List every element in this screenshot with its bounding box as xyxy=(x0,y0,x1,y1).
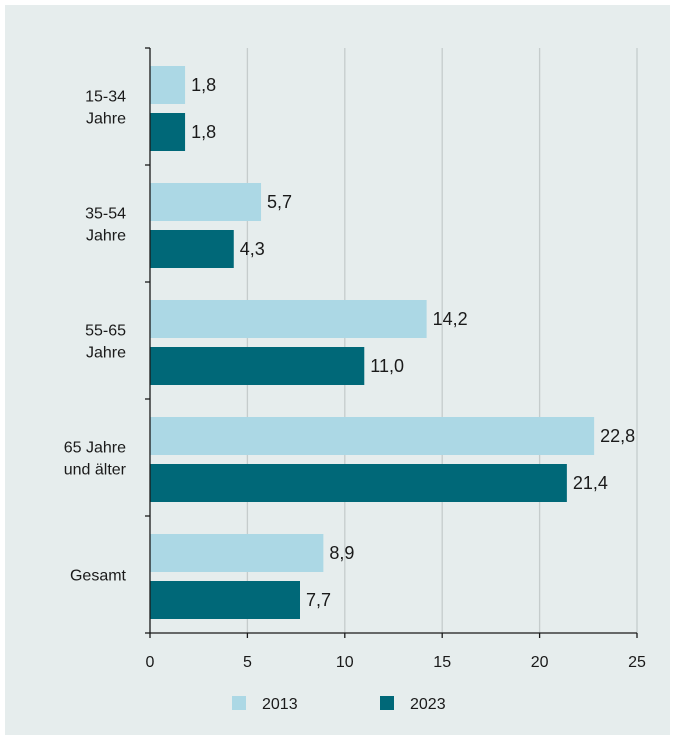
legend-label: 2013 xyxy=(262,696,298,713)
bar-2023 xyxy=(150,230,234,268)
category-label: Gesamt xyxy=(70,568,127,585)
legend-swatch-2023 xyxy=(380,696,394,710)
x-tick-label: 25 xyxy=(628,654,646,671)
data-label: 7,7 xyxy=(306,590,331,610)
x-tick-label: 10 xyxy=(336,654,354,671)
x-tick-label: 15 xyxy=(433,654,451,671)
bar-2023 xyxy=(150,581,300,619)
data-label: 22,8 xyxy=(600,426,635,446)
category-label: 15-34 Jahre xyxy=(85,89,126,128)
category-label: 35-54 Jahre xyxy=(85,206,126,245)
data-label: 14,2 xyxy=(433,309,468,329)
category-label: 65 Jahre und älter xyxy=(64,440,127,479)
legend-swatch-2013 xyxy=(232,696,246,710)
x-tick-label: 0 xyxy=(146,654,155,671)
data-label: 11,0 xyxy=(370,356,404,376)
bar-2023 xyxy=(150,347,365,385)
bar-2013 xyxy=(150,183,262,221)
data-label: 1,8 xyxy=(191,122,216,142)
data-label: 21,4 xyxy=(573,473,608,493)
bar-2013 xyxy=(150,534,324,572)
bar-2013 xyxy=(150,417,595,455)
bar-2013 xyxy=(150,66,186,104)
data-label: 1,8 xyxy=(191,75,216,95)
bar-2023 xyxy=(150,113,186,151)
data-label: 4,3 xyxy=(240,239,265,259)
bar-2013 xyxy=(150,300,427,338)
data-label: 5,7 xyxy=(267,192,292,212)
category-label: 55-65 Jahre xyxy=(85,323,126,362)
bar-2023 xyxy=(150,464,567,502)
data-label: 8,9 xyxy=(329,543,354,563)
legend-label: 2023 xyxy=(410,696,446,713)
x-tick-label: 5 xyxy=(243,654,252,671)
x-tick-label: 20 xyxy=(531,654,549,671)
